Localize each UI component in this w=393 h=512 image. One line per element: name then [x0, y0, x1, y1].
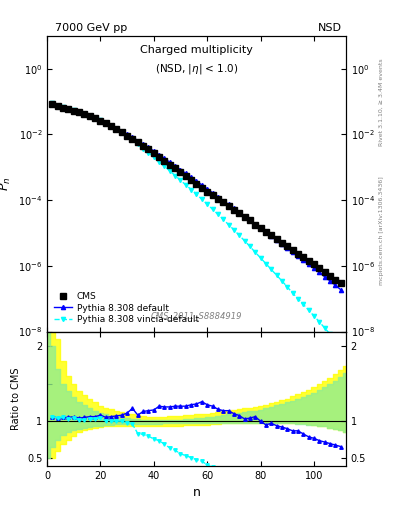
Line: CMS: CMS [50, 101, 343, 286]
Line: Pythia 8.308 vincia-default: Pythia 8.308 vincia-default [50, 101, 343, 348]
Pythia 8.308 default [119, 127, 124, 134]
Text: mcplots.cern.ch [arXiv:1306.3436]: mcplots.cern.ch [arXiv:1306.3436] [379, 176, 384, 285]
Text: CMS_2011_S8884919: CMS_2011_S8884919 [151, 311, 242, 319]
CMS [157, 154, 162, 160]
CMS [306, 258, 311, 264]
Pythia 8.308 default [103, 119, 108, 125]
Pythia 8.308 vincia-default [157, 159, 162, 165]
Pythia 8.308 vincia-default [333, 337, 338, 343]
Text: Charged multiplicity: Charged multiplicity [140, 45, 253, 55]
CMS [338, 281, 343, 287]
Text: (NSD, |$\eta$| < 1.0): (NSD, |$\eta$| < 1.0) [155, 62, 238, 76]
Pythia 8.308 vincia-default [338, 343, 343, 349]
Pythia 8.308 default [82, 111, 87, 117]
Line: Pythia 8.308 default: Pythia 8.308 default [50, 101, 343, 292]
Pythia 8.308 default [338, 286, 343, 292]
Text: 7000 GeV pp: 7000 GeV pp [55, 23, 127, 33]
Pythia 8.308 default [306, 262, 311, 268]
Legend: CMS, Pythia 8.308 default, Pythia 8.308 vincia-default: CMS, Pythia 8.308 default, Pythia 8.308 … [51, 289, 202, 327]
X-axis label: n: n [193, 486, 200, 499]
CMS [50, 101, 55, 107]
Text: NSD: NSD [318, 23, 342, 33]
Pythia 8.308 vincia-default [82, 111, 87, 117]
Pythia 8.308 vincia-default [50, 100, 55, 106]
Pythia 8.308 default [157, 152, 162, 158]
CMS [82, 111, 87, 117]
Pythia 8.308 vincia-default [306, 307, 311, 313]
Pythia 8.308 vincia-default [119, 129, 124, 135]
Pythia 8.308 default [50, 100, 55, 106]
Y-axis label: $P_n$: $P_n$ [0, 177, 13, 191]
Text: Rivet 3.1.10, ≥ 3.4M events: Rivet 3.1.10, ≥ 3.4M events [379, 58, 384, 146]
Pythia 8.308 default [333, 282, 338, 288]
CMS [119, 129, 124, 135]
Pythia 8.308 vincia-default [103, 120, 108, 126]
Y-axis label: Ratio to CMS: Ratio to CMS [11, 368, 21, 430]
CMS [103, 120, 108, 126]
CMS [333, 276, 338, 283]
